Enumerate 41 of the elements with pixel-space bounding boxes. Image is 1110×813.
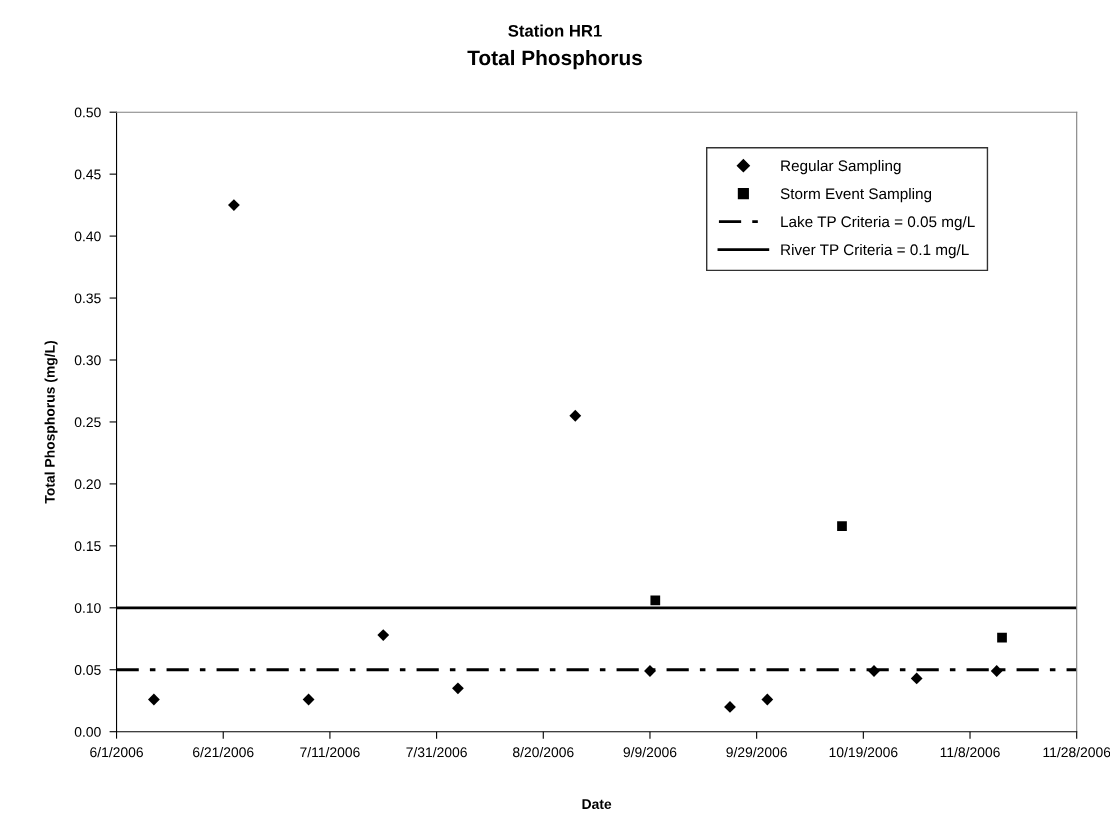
point [761,693,774,706]
point [569,409,582,422]
point [990,665,1003,677]
x-tick-label: 11/8/2006 [940,746,1000,758]
point [228,199,240,212]
legend-label: River TP Criteria = 0.1 mg/L [781,243,969,259]
point [148,693,160,706]
y-tick-label: 0.25 [74,417,101,428]
point [377,629,390,641]
chart-title: Station HR1 [508,24,602,37]
y-tick-label: 0.00 [74,727,101,737]
point [997,632,1007,643]
x-tick-label: 7/11/2006 [300,746,360,758]
y-tick-label: 0.40 [74,231,101,242]
x-tick-label: 6/1/2006 [90,746,143,758]
x-axis-title: Date [582,799,612,810]
x-tick-label: 7/31/2006 [406,746,467,758]
x-tick-label: 9/9/2006 [623,746,677,758]
y-axis-title: Total Phosphorus (mg/L) [44,340,58,504]
legend-label: Regular Sampling [781,159,901,175]
y-tick-label: 0.15 [74,541,101,552]
y-tick-label: 0.30 [74,355,101,366]
y-tick-label: 0.20 [74,479,101,490]
x-tick-label: 11/28/2006 [1043,746,1110,758]
point [910,672,923,685]
y-tick-label: 0.50 [74,107,101,118]
y-tick-label: 0.35 [74,293,101,304]
x-tick-label: 8/20/2006 [513,746,574,758]
y-tick-label: 0.10 [74,603,101,613]
x-tick-label: 10/19/2006 [829,746,898,758]
chart-subtitle: Total Phosphorus [467,49,642,70]
y-tick-label: 0.45 [74,169,101,180]
point [650,595,661,606]
point [452,682,464,695]
legend-label: Storm Event Sampling [780,187,932,203]
y-tick-label: 0.05 [74,665,101,675]
x-tick-label: 6/21/2006 [193,746,254,758]
point [724,701,736,713]
point [837,521,847,531]
x-tick-label: 9/29/2006 [726,746,787,758]
legend-label: Lake TP Criteria = 0.05 mg/L [781,215,975,231]
